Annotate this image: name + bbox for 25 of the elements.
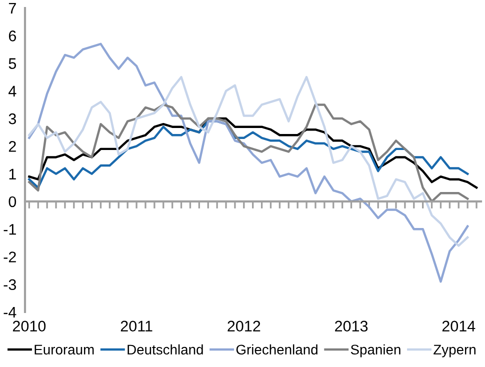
legend-label: Zypern: [434, 344, 476, 358]
y-tick-label: 4: [8, 86, 16, 96]
y-tick-label: -4: [4, 307, 16, 318]
x-tick-label: 2012: [228, 320, 260, 332]
y-tick-label: 7: [8, 3, 16, 14]
x-tick-label: 2013: [335, 320, 368, 332]
y-tick-label: 1: [9, 168, 16, 180]
y-tick-label: -1: [4, 224, 16, 235]
x-tick-label: 2014: [442, 320, 476, 332]
y-tick-label: -2: [4, 252, 16, 262]
y-tick-label: -3: [4, 279, 16, 290]
y-tick-label: 0: [8, 196, 16, 208]
legend-label: Griechenland: [236, 344, 318, 355]
x-tick-label: 2011: [120, 320, 152, 332]
y-tick-label: 3: [8, 113, 16, 124]
legend-label: Euroraum: [34, 344, 94, 355]
legend-label: Spanien: [350, 344, 400, 358]
x-tick-label: 2010: [12, 320, 46, 332]
y-tick-label: 6: [8, 30, 16, 42]
legend-label: Deutschland: [128, 344, 203, 355]
line-series: [28, 42, 469, 283]
line-series: [28, 76, 469, 247]
y-tick-label: 5: [8, 58, 16, 69]
line-series: [28, 104, 469, 203]
y-tick-label: 2: [8, 141, 16, 152]
